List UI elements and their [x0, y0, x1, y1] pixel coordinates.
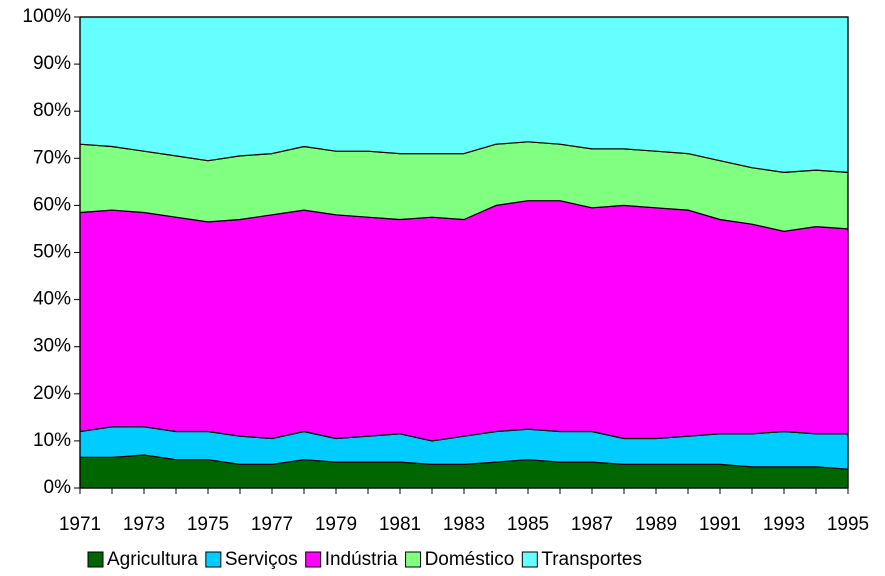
y-tick-label: 90% [33, 53, 71, 74]
x-tick-label: 1987 [571, 514, 613, 535]
y-tick-label: 30% [33, 336, 71, 357]
y-tick-label: 0% [44, 477, 72, 498]
legend-label: Serviços [225, 549, 298, 570]
legend-swatch [205, 551, 222, 568]
y-tick-label: 80% [33, 100, 71, 121]
legend-swatch [521, 551, 538, 568]
y-tick-label: 10% [33, 430, 71, 451]
y-tick-label: 50% [33, 242, 71, 263]
x-tick-label: 1971 [59, 514, 101, 535]
area [79, 200, 849, 442]
area [79, 16, 849, 173]
x-tick-label: 1977 [251, 514, 293, 535]
x-tick-label: 1973 [123, 514, 165, 535]
x-tick-label: 1995 [827, 514, 869, 535]
legend-label: Doméstico [425, 549, 515, 570]
x-tick-label: 1983 [443, 514, 485, 535]
legend-label: Transportes [541, 549, 642, 570]
y-tick-label: 40% [33, 289, 71, 310]
legend-label: Indústria [325, 549, 398, 570]
y-tick-label: 100% [22, 6, 71, 27]
legend-swatch [305, 551, 322, 568]
x-tick-label: 1975 [187, 514, 229, 535]
x-tick-label: 1979 [315, 514, 357, 535]
x-tick-label: 1981 [379, 514, 421, 535]
x-tick-label: 1993 [763, 514, 805, 535]
x-tick-label: 1989 [635, 514, 677, 535]
x-tick-label: 1985 [507, 514, 549, 535]
legend-swatch [405, 551, 422, 568]
y-tick-label: 60% [33, 194, 71, 215]
y-tick-label: 20% [33, 383, 71, 404]
x-tick-label: 1991 [699, 514, 741, 535]
y-tick-label: 70% [33, 147, 71, 168]
legend-label: Agricultura [107, 549, 198, 570]
legend-swatch [87, 551, 104, 568]
